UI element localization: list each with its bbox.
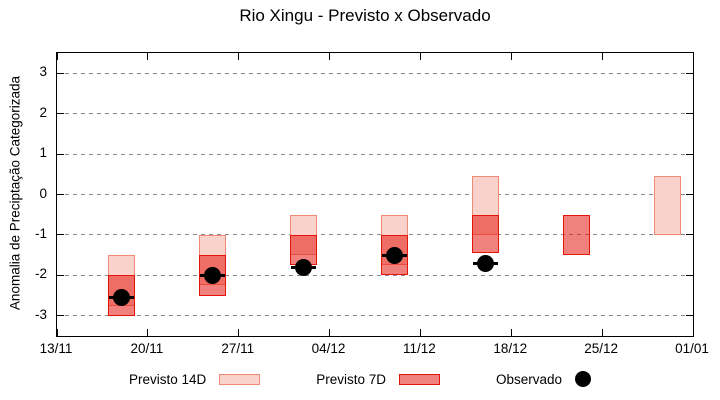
x-tick-mark bbox=[56, 329, 58, 336]
x-tick-label: 01/01 bbox=[675, 341, 709, 356]
x-tick-label: 25/12 bbox=[584, 341, 619, 356]
x-tick-mark bbox=[329, 53, 331, 60]
y-tick-mark bbox=[686, 315, 693, 317]
legend-item-observado: Observado bbox=[496, 371, 592, 387]
x-tick-mark bbox=[510, 329, 512, 336]
observado-point bbox=[113, 289, 131, 307]
gridline bbox=[57, 72, 693, 74]
y-tick-mark bbox=[57, 315, 64, 317]
y-tick-mark bbox=[57, 194, 64, 195]
y-tick-mark bbox=[686, 72, 693, 74]
x-tick-label: 27/11 bbox=[221, 341, 255, 356]
x-tick-label: 20/11 bbox=[130, 341, 164, 356]
y-tick-mark bbox=[686, 234, 693, 236]
x-tick-mark bbox=[238, 53, 240, 60]
observado-point bbox=[204, 266, 222, 284]
previsto-7d-bar bbox=[562, 214, 590, 256]
observado-point bbox=[295, 258, 313, 276]
y-tick-label: 3 bbox=[39, 64, 47, 80]
gridline bbox=[57, 234, 693, 236]
legend-swatch-observado bbox=[575, 371, 592, 387]
plot-area bbox=[56, 52, 694, 337]
x-tick-label: 04/12 bbox=[311, 341, 346, 356]
y-tick-mark bbox=[686, 113, 693, 115]
y-tick-label: -1 bbox=[34, 225, 47, 241]
observado-point bbox=[385, 246, 403, 264]
x-tick-mark bbox=[601, 53, 603, 60]
y-tick-mark bbox=[57, 113, 64, 115]
y-tick-mark bbox=[686, 274, 693, 276]
gridline bbox=[57, 315, 693, 317]
y-tick-mark bbox=[686, 194, 693, 195]
x-tick-mark bbox=[601, 329, 603, 336]
legend-item-previsto-14d: Previsto 14D bbox=[128, 371, 261, 387]
observado-point bbox=[476, 254, 494, 272]
y-tick-mark bbox=[57, 274, 64, 276]
x-tick-mark bbox=[692, 329, 694, 336]
y-tick-mark bbox=[57, 153, 64, 155]
y-tick-label: 1 bbox=[39, 145, 47, 161]
x-tick-mark bbox=[692, 53, 694, 60]
x-tick-mark bbox=[238, 329, 240, 336]
chart-title: Rio Xingu - Previsto x Observado bbox=[239, 6, 491, 25]
y-tick-mark bbox=[686, 153, 693, 155]
x-tick-label: 13/11 bbox=[39, 341, 73, 356]
x-tick-mark bbox=[147, 53, 149, 60]
y-tick-mark bbox=[57, 234, 64, 236]
previsto-14d-bar bbox=[653, 176, 681, 235]
gridline bbox=[57, 194, 693, 195]
y-tick-label: 2 bbox=[39, 104, 47, 120]
y-tick-label: -2 bbox=[34, 266, 47, 282]
x-tick-mark bbox=[329, 329, 331, 336]
x-tick-label: 11/12 bbox=[403, 341, 436, 356]
legend-item-previsto-7d: Previsto 7D bbox=[316, 371, 441, 387]
gridline bbox=[57, 153, 693, 155]
x-tick-mark bbox=[56, 53, 58, 60]
x-tick-mark bbox=[510, 53, 512, 60]
previsto-7d-bar bbox=[471, 214, 499, 254]
gridline bbox=[57, 274, 693, 276]
x-tick-mark bbox=[419, 53, 421, 60]
y-tick-label: -3 bbox=[34, 306, 47, 322]
legend-swatch-previsto-7d bbox=[399, 373, 441, 385]
legend-label: Previsto 7D bbox=[316, 371, 387, 387]
x-tick-mark bbox=[147, 329, 149, 336]
gridline bbox=[57, 113, 693, 115]
y-tick-label: 0 bbox=[39, 185, 47, 201]
legend-swatch-previsto-14d bbox=[219, 373, 261, 385]
y-tick-mark bbox=[57, 72, 64, 74]
x-tick-mark bbox=[419, 329, 421, 336]
legend: Previsto 14D Previsto 7D Observado bbox=[0, 371, 720, 387]
x-tick-label: 18/12 bbox=[493, 341, 528, 356]
legend-label: Observado bbox=[496, 371, 563, 387]
legend-label: Previsto 14D bbox=[128, 371, 207, 387]
